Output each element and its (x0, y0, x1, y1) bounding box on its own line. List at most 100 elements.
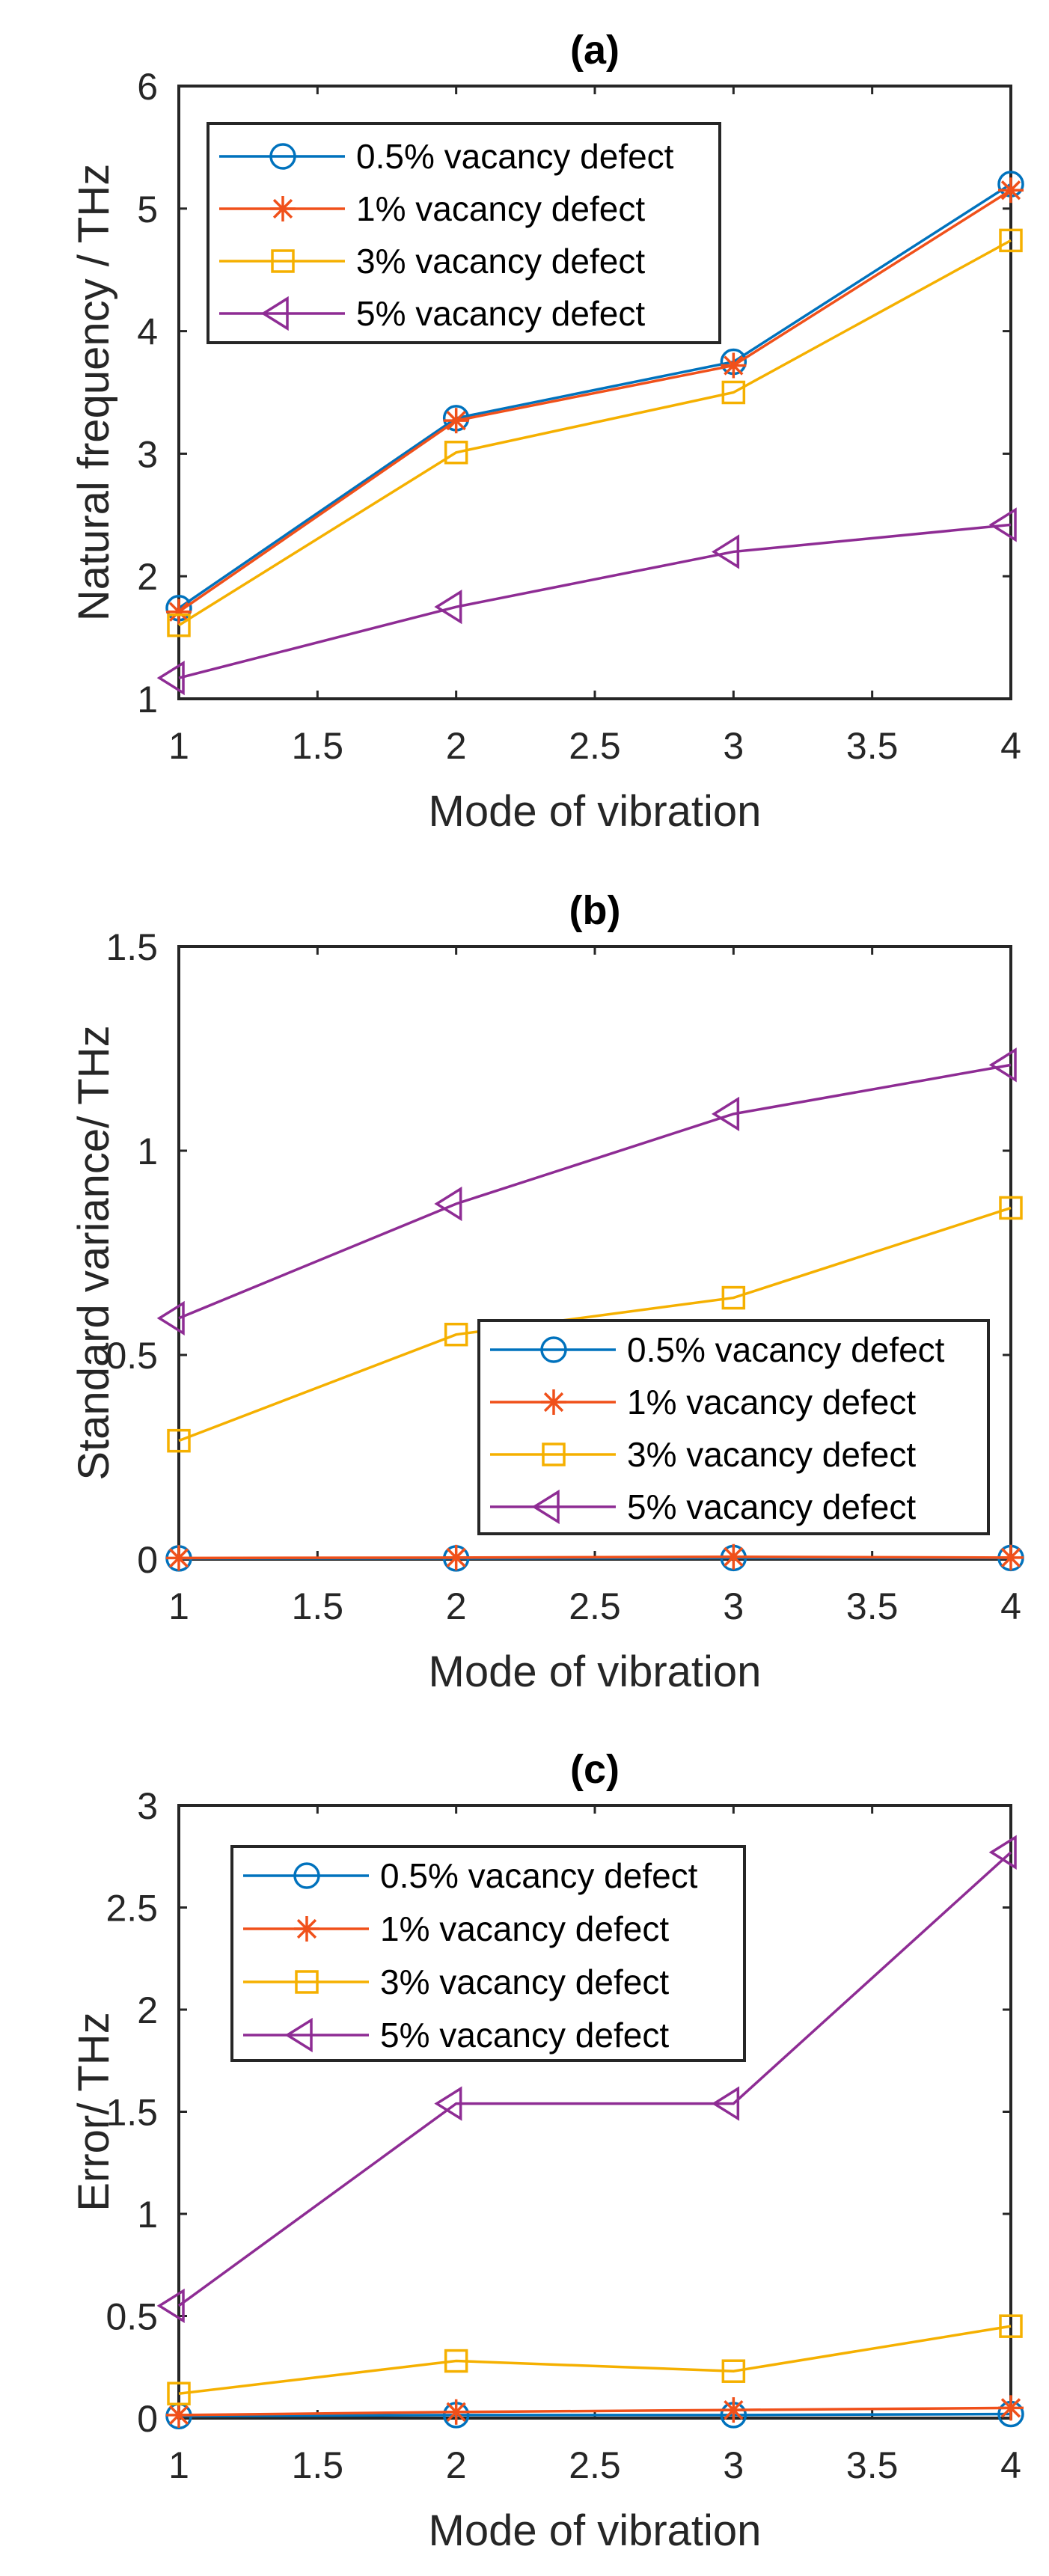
data-point-triangle-left (988, 1835, 1017, 1870)
y-tick-label: 6 (137, 66, 158, 108)
legend-marker-asterisk-icon-stroke (272, 198, 293, 219)
y-tick-label: 0 (137, 2398, 158, 2440)
x-tick-label: 3.5 (846, 1585, 899, 1627)
legend-entry-label: 5% vacancy defect (380, 2016, 669, 2055)
legend-marker-asterisk-icon (541, 1389, 566, 1415)
data-point-square (721, 380, 746, 405)
data-point-triangle-left (156, 2288, 185, 2324)
y-tick-label: 3 (137, 1785, 158, 1827)
x-tick-label: 3 (723, 725, 744, 767)
x-axis-label: Mode of vibration (429, 1648, 762, 1696)
legend-entry-label: 0.5% vacancy defect (356, 137, 674, 176)
x-tick-label: 3 (723, 2444, 744, 2486)
y-axis-label: Standard variance/ THz (70, 1025, 118, 1480)
data-point-triangle-left (156, 1300, 185, 1336)
data-point-asterisk (443, 1544, 469, 1570)
data-point-asterisk-stroke (724, 2399, 744, 2420)
series-line (178, 183, 1012, 610)
x-tick-label: 1.5 (292, 725, 344, 767)
y-tick-label: 1.5 (105, 2092, 158, 2134)
legend-marker-asterisk-icon (270, 196, 296, 221)
legend-marker-asterisk-icon-stroke (296, 1918, 317, 1939)
legend: 0.5% vacancy defect 1% vacancy defect 3% v… (477, 1319, 990, 1535)
legend-entry-label: 5% vacancy defect (356, 294, 645, 333)
series-line (178, 239, 1012, 627)
series-asterisk (166, 177, 1024, 625)
data-point-triangle-left (988, 507, 1017, 542)
x-tick-label: 4 (1000, 1585, 1021, 1627)
data-point-triangle-left (712, 534, 740, 569)
x-tick-label: 4 (1000, 725, 1021, 767)
series-line (178, 1063, 1012, 1320)
data-point-square (999, 2314, 1023, 2338)
y-tick-label: 1.5 (105, 926, 158, 968)
data-point-asterisk-stroke (724, 1546, 744, 1567)
data-point-triangle-left (434, 589, 462, 625)
x-tick-label: 1.5 (292, 1585, 344, 1627)
data-point-asterisk (166, 1545, 192, 1571)
y-tick-label: 3 (137, 433, 158, 475)
data-point-square (721, 1285, 746, 1310)
legend-marker-triangle-left-icon (284, 2017, 313, 2053)
y-axis-label: Error/ THz (70, 2012, 118, 2211)
legend-marker-triangle-left-icon (531, 1489, 560, 1525)
legend-marker-triangle-left-icon (260, 296, 289, 331)
x-tick-label: 2 (446, 725, 467, 767)
legend-marker-square-icon (271, 249, 295, 273)
data-point-asterisk (998, 177, 1024, 204)
series-asterisk (166, 2395, 1024, 2428)
x-tick-label: 2.5 (569, 1585, 621, 1627)
series-circle (165, 2400, 1024, 2430)
x-tick-label: 3.5 (846, 2444, 899, 2486)
data-point-triangle-left (434, 1186, 462, 1222)
chart-title: (c) (570, 1747, 620, 1792)
series-square (167, 228, 1023, 637)
data-point-asterisk (443, 408, 469, 434)
y-tick-label: 2 (137, 556, 158, 598)
y-tick-label: 0.5 (105, 1335, 158, 1377)
data-point-asterisk-stroke (168, 1548, 189, 1568)
x-tick-label: 2.5 (569, 2444, 621, 2486)
y-tick-label: 2.5 (105, 1888, 158, 1930)
data-point-square (444, 1322, 468, 1347)
legend-marker-asterisk-icon-stroke (543, 1392, 564, 1413)
x-tick-label: 1 (168, 1585, 189, 1627)
legend-marker-square-icon (295, 1970, 319, 1994)
legend: 0.5% vacancy defect 1% vacancy defect 3% v… (207, 122, 721, 344)
chart-title: (a) (570, 28, 620, 73)
y-tick-label: 4 (137, 311, 158, 353)
data-point-triangle-left (156, 660, 185, 696)
legend-marker-square-icon (542, 1443, 566, 1466)
y-tick-label: 0 (137, 1539, 158, 1581)
series-line (178, 2412, 1012, 2418)
series-triangle-left (156, 1835, 1017, 2324)
legend: 0.5% vacancy defect 1% vacancy defect 3% v… (230, 1845, 746, 2062)
data-point-asterisk-stroke (1000, 180, 1021, 201)
data-point-square (444, 441, 468, 465)
legend-marker-circle-icon (293, 1862, 320, 1889)
x-tick-label: 1.5 (292, 2444, 344, 2486)
data-point-asterisk (721, 2397, 747, 2423)
chart-title: (b) (569, 888, 621, 933)
y-axis-label: Natural frequency / THz (70, 164, 118, 621)
legend-entry-label: 0.5% vacancy defect (380, 1856, 698, 1895)
data-point-triangle-left (434, 2086, 462, 2121)
data-point-asterisk (443, 2399, 469, 2425)
series-square (167, 2314, 1023, 2405)
legend-entry-label: 3% vacancy defect (356, 242, 645, 281)
legend-entry-label: 1% vacancy defect (380, 1909, 669, 1948)
data-point-asterisk-stroke (446, 411, 466, 431)
data-point-asterisk-stroke (1000, 2398, 1021, 2418)
data-point-triangle-left (712, 1096, 740, 1132)
data-point-triangle-left (712, 2086, 740, 2121)
data-point-asterisk-stroke (446, 2402, 466, 2422)
data-point-asterisk (166, 2402, 192, 2428)
panel-b: (b) 1 1.5 2 2.5 3 3.5 4 0 0.5 1 1.5 Mode of vibratio… (70, 888, 1024, 1696)
data-point-asterisk (721, 352, 747, 379)
series-line (178, 1555, 1012, 1560)
x-tick-label: 1 (168, 2444, 189, 2486)
series-line (177, 1851, 1012, 2307)
panel-a: (a) 1 1.5 2 2.5 3 3.5 4 1 2 3 4 5 6 Mode of vibration N… (70, 28, 1024, 836)
x-axis-label: Mode of vibration (429, 2506, 762, 2555)
